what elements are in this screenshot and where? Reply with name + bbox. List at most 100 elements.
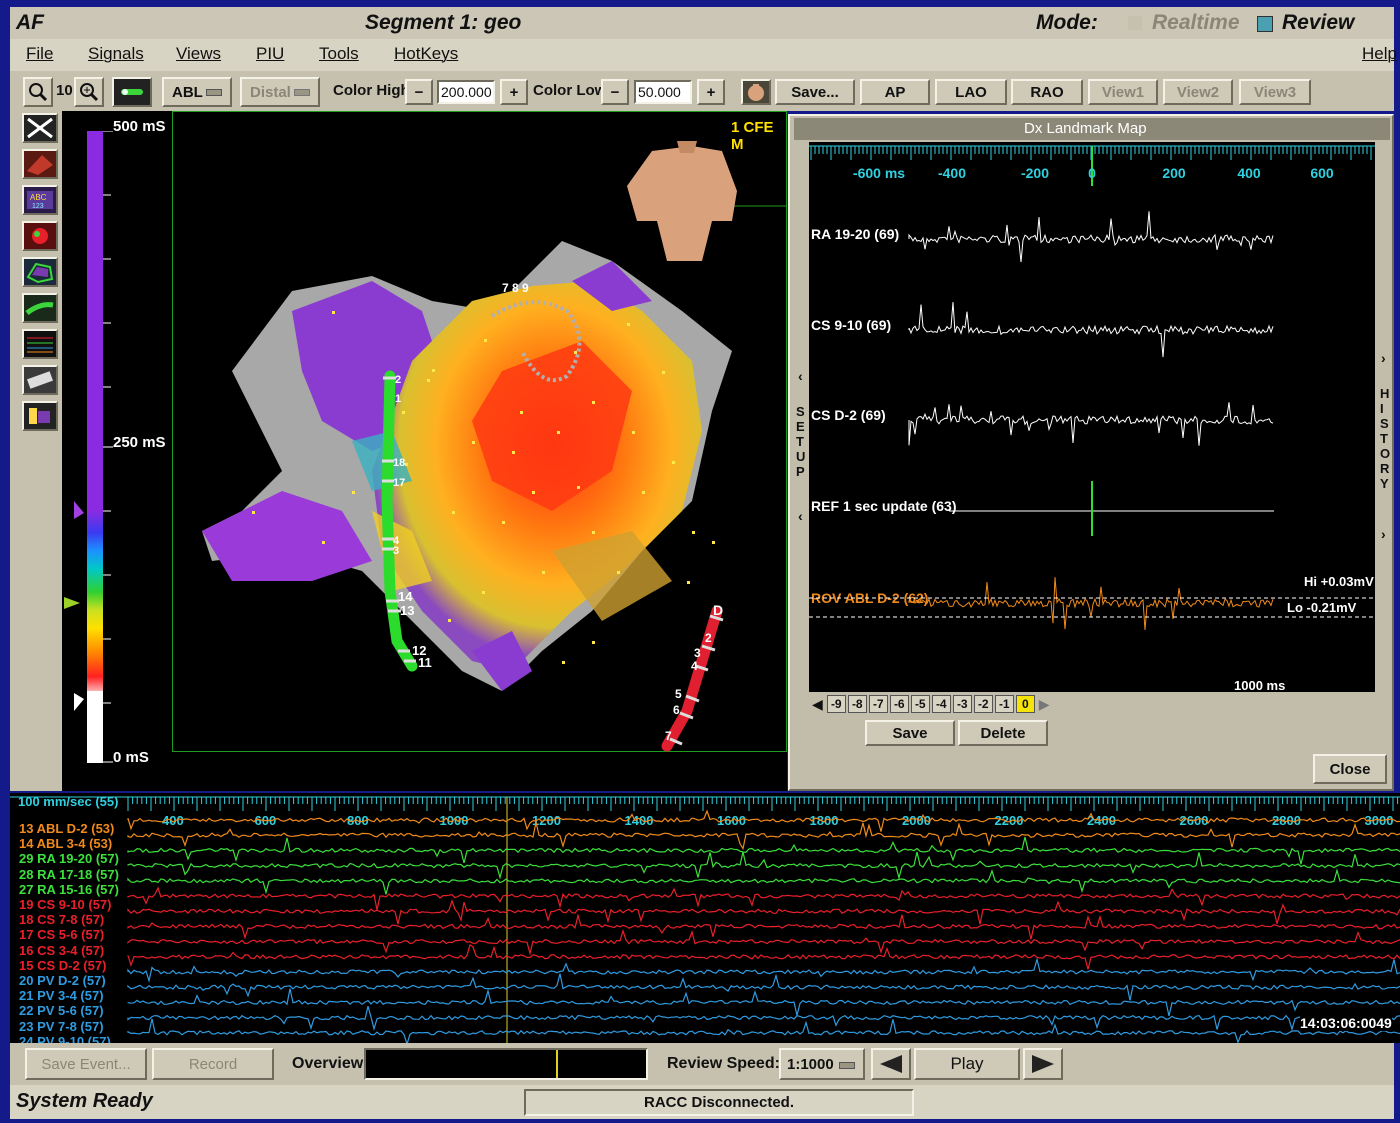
- color-low-increment[interactable]: +: [697, 79, 725, 105]
- trace-channel-label[interactable]: 14 ABL 3-4 (53): [19, 836, 113, 852]
- view-ap-button[interactable]: AP: [860, 79, 930, 105]
- trace-channel-label[interactable]: 29 RA 19-20 (57): [19, 851, 119, 867]
- pager-page-button[interactable]: -5: [910, 695, 930, 713]
- history-tab[interactable]: HISTORY: [1380, 386, 1391, 491]
- menu-signals[interactable]: Signals: [88, 44, 144, 63]
- pager-page-button[interactable]: -8: [847, 695, 867, 713]
- distal-select[interactable]: Distal: [240, 77, 320, 107]
- pager-page-button[interactable]: -2: [973, 695, 993, 713]
- view2-button[interactable]: View2: [1163, 79, 1233, 105]
- catheter-tool-button[interactable]: [112, 77, 152, 107]
- green-electrode-label: 13: [400, 603, 415, 618]
- pager-page-button[interactable]: -9: [826, 695, 846, 713]
- save-view-button[interactable]: Save...: [775, 79, 855, 105]
- scale-low-marker[interactable]: [72, 691, 88, 713]
- pager-next-icon[interactable]: ▶: [1038, 695, 1050, 712]
- abl-select[interactable]: ABL: [162, 77, 232, 107]
- palette-tool[interactable]: [22, 401, 58, 431]
- trace-channel-label[interactable]: 21 PV 3-4 (57): [19, 988, 104, 1004]
- view1-button[interactable]: View1: [1088, 79, 1158, 105]
- pager-prev-icon[interactable]: ◀: [812, 695, 823, 712]
- torso-view-button[interactable]: [741, 79, 771, 105]
- color-high-increment[interactable]: +: [500, 79, 528, 105]
- menu-piu[interactable]: PIU: [256, 44, 285, 63]
- ruler-tool[interactable]: [22, 365, 58, 395]
- green-electrode-label: 1: [395, 393, 402, 405]
- menu-help[interactable]: Help: [1362, 44, 1397, 63]
- trace-channel-label[interactable]: 19 CS 9-10 (57): [19, 897, 112, 912]
- pager-page-button[interactable]: -1: [994, 695, 1014, 713]
- rewind-button[interactable]: [871, 1048, 911, 1080]
- menu-hotkeys[interactable]: HotKeys: [394, 44, 459, 63]
- abl-select-value: ABL: [172, 83, 203, 101]
- geometry-tool[interactable]: [22, 257, 58, 287]
- setup-tab[interactable]: SETUP: [796, 404, 806, 479]
- activation-map[interactable]: [172, 111, 787, 791]
- trace-channel-label[interactable]: 13 ABL D-2 (53): [19, 821, 115, 836]
- electrode-tool[interactable]: [22, 293, 58, 323]
- dx-signal-canvas[interactable]: -600 ms -400 -200 0 200 400 600 RA 19-20 (69) CS…: [809, 142, 1375, 693]
- cfe-label: 1 CFE M: [731, 119, 774, 153]
- dx-save-button[interactable]: Save: [865, 720, 955, 746]
- view-rao-button[interactable]: RAO: [1011, 79, 1083, 105]
- history-expand-arrow[interactable]: ›: [1381, 526, 1386, 542]
- status-message: System Ready: [16, 1090, 153, 1112]
- color-low-input[interactable]: 50.000: [634, 80, 692, 104]
- color-low-decrement[interactable]: −: [601, 79, 629, 105]
- review-label: Review: [1282, 11, 1355, 34]
- save-event-button[interactable]: Save Event...: [25, 1048, 147, 1080]
- trace-channel-label[interactable]: 23 PV 7-8 (57): [19, 1018, 104, 1034]
- menu-file[interactable]: File: [26, 44, 54, 63]
- overview-cursor[interactable]: [556, 1050, 558, 1078]
- play-button[interactable]: Play: [914, 1048, 1020, 1080]
- pager-page-button[interactable]: -7: [868, 695, 888, 713]
- green-catheter[interactable]: [381, 370, 418, 672]
- color-high-decrement[interactable]: −: [405, 79, 433, 105]
- setup-expand-arrow[interactable]: ‹: [798, 508, 803, 524]
- realtime-checkbox[interactable]: [1128, 16, 1142, 30]
- trace-channel-label[interactable]: 16 CS 3-4 (57): [19, 942, 105, 958]
- trace-channel-label[interactable]: 27 RA 15-16 (57): [19, 881, 119, 897]
- signal-traces-panel[interactable]: 400 600 800 1000 1200 1400 1600 1800 2000 2200 240…: [10, 793, 1400, 1048]
- mesh-tool[interactable]: [22, 149, 58, 179]
- trace-channel-label[interactable]: 17 CS 5-6 (57): [19, 927, 105, 943]
- dx-delete-button[interactable]: Delete: [958, 720, 1048, 746]
- record-button[interactable]: Record: [152, 1048, 274, 1080]
- lasso-catheter[interactable]: [490, 300, 582, 382]
- history-collapse-arrow[interactable]: ›: [1381, 350, 1386, 366]
- dx-axis-tick: -400: [938, 165, 966, 181]
- dx-channel-trace: [908, 577, 1274, 630]
- review-checkbox[interactable]: [1257, 16, 1273, 32]
- zoom-in-button[interactable]: [74, 77, 104, 107]
- zoom-out-button[interactable]: [23, 77, 53, 107]
- signals-tool[interactable]: [22, 329, 58, 359]
- overview-strip[interactable]: [364, 1048, 648, 1080]
- forward-button[interactable]: [1023, 1048, 1063, 1080]
- tag-tool[interactable]: [22, 221, 58, 251]
- menu-tools[interactable]: Tools: [319, 44, 359, 63]
- trace-channel-label[interactable]: 22 PV 5-6 (57): [19, 1003, 104, 1019]
- pager-page-button[interactable]: 0: [1015, 695, 1035, 713]
- dx-channel-label: CS 9-10 (69): [811, 317, 891, 333]
- menu-views[interactable]: Views: [176, 44, 222, 63]
- trace-channel-label[interactable]: 28 RA 17-18 (57): [19, 866, 119, 882]
- color-high-input[interactable]: 200.000: [437, 80, 495, 104]
- review-speed-select[interactable]: 1:1000: [779, 1048, 865, 1080]
- setup-collapse-arrow[interactable]: ‹: [798, 368, 803, 384]
- pager-page-button[interactable]: -4: [931, 695, 951, 713]
- green-electrode-label: 4: [393, 535, 400, 547]
- activation-map-viewport[interactable]: 1 CFE M 7 8 9 2 1 18 17 4 3 14 13 12 11 …: [172, 111, 787, 791]
- scale-mid-marker[interactable]: [62, 595, 82, 611]
- trace-channel-label[interactable]: 20 PV D-2 (57): [19, 973, 106, 988]
- pager-page-button[interactable]: -6: [889, 695, 909, 713]
- view-lao-button[interactable]: LAO: [935, 79, 1007, 105]
- view3-button[interactable]: View3: [1239, 79, 1311, 105]
- close-map-tool[interactable]: [22, 113, 58, 143]
- label-tool[interactable]: ABC 123: [22, 185, 58, 215]
- trace-channel-label[interactable]: 18 CS 7-8 (57): [19, 912, 105, 928]
- trace-channel-label[interactable]: 15 CS D-2 (57): [19, 957, 107, 973]
- red-catheter[interactable]: [661, 605, 724, 752]
- pager-page-button[interactable]: -3: [952, 695, 972, 713]
- scale-high-marker[interactable]: [72, 499, 88, 521]
- dx-close-button[interactable]: Close: [1313, 754, 1387, 784]
